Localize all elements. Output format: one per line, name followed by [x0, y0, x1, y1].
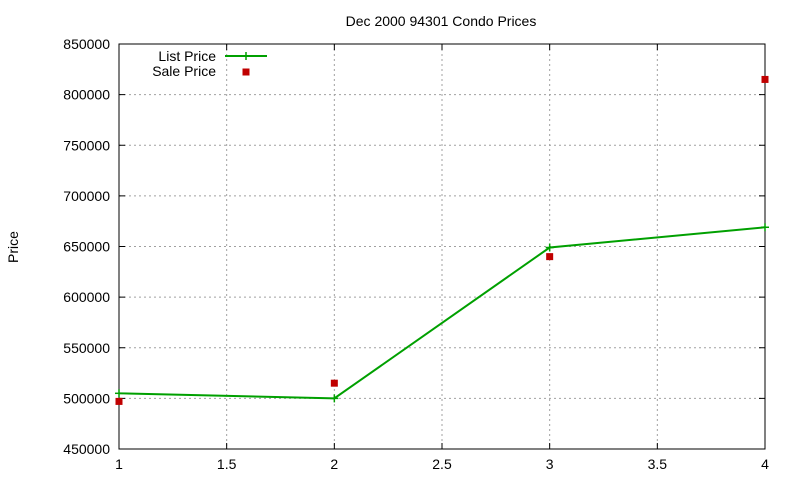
- grid: [119, 44, 765, 449]
- y-tick-label: 650000: [63, 239, 110, 255]
- list-price-point: [115, 389, 123, 398]
- list-price-point: [330, 394, 339, 403]
- sale-price-point: [546, 253, 554, 261]
- legend-swatch-sale-price: [242, 68, 250, 76]
- y-axis-label: Price: [5, 231, 21, 263]
- y-tick-label: 850000: [63, 36, 110, 52]
- legend-entry-list-price: List Price: [158, 48, 267, 64]
- y-tick-label: 450000: [63, 441, 110, 457]
- chart-title: Dec 2000 94301 Condo Prices: [346, 13, 537, 29]
- sale-price-point: [761, 75, 769, 83]
- y-tick-label: 700000: [63, 188, 110, 204]
- x-tick-label: 1: [115, 456, 123, 472]
- y-tick-label: 750000: [63, 137, 110, 153]
- sale-price-point: [330, 379, 338, 387]
- legend-label-list-price: List Price: [158, 48, 216, 64]
- list-price-point: [545, 243, 554, 252]
- y-tick-label: 600000: [63, 289, 110, 305]
- x-tick-label: 1.5: [217, 456, 237, 472]
- y-tick-label: 550000: [63, 340, 110, 356]
- list-price-point: [761, 223, 769, 232]
- legend-label-sale-price: Sale Price: [152, 63, 216, 79]
- legend-entry-sale-price: Sale Price: [152, 63, 250, 79]
- y-tick-label: 500000: [63, 390, 110, 406]
- x-tick-label: 2: [330, 456, 338, 472]
- y-axis: 450000 500000 550000 600000 650000 700000 7500…: [63, 36, 765, 457]
- x-tick-label: 3.5: [648, 456, 668, 472]
- x-tick-label: 4: [761, 456, 769, 472]
- x-axis: 1 1.5 2 2.5 3 3.5 4: [115, 44, 769, 472]
- x-tick-label: 2.5: [432, 456, 452, 472]
- list-price-line: [118, 226, 766, 400]
- series-layer: [115, 75, 769, 405]
- sale-price-point: [115, 397, 123, 405]
- y-tick-label: 800000: [63, 87, 110, 103]
- x-tick-label: 3: [546, 456, 554, 472]
